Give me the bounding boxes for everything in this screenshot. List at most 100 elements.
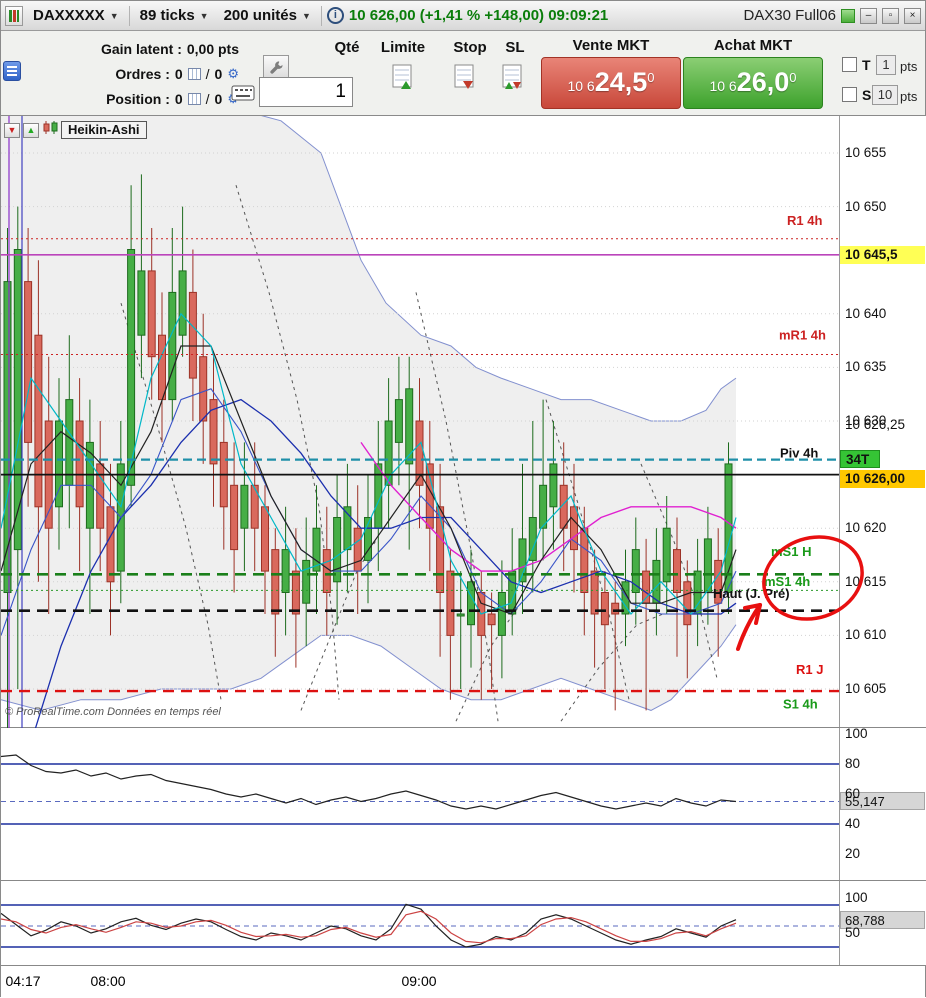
levels-layer [1,238,839,693]
axis-label: 10 635 [845,359,887,375]
order-panel: Gain latent : 0,00 pts Ordres : 0 / 0 ⚙ … [1,31,925,116]
axis-label: 10 630 [845,413,887,428]
stop-order-icon[interactable] [453,63,477,91]
svg-text:R1 4h: R1 4h [787,213,822,228]
portfolio-icon[interactable] [3,61,21,81]
axis-label: 10 626,00 [840,469,925,488]
axis-label: 60 [845,786,861,801]
gear-icon[interactable]: ⚙ [227,65,239,81]
axis-label: 10 626,25 [845,417,906,433]
axis-label: 10 650 [845,198,887,214]
settings-wrench-icon[interactable] [263,55,289,79]
svg-text:mR1 4h: mR1 4h [779,328,826,343]
order-list-icon[interactable] [187,67,201,80]
stop-label: S [862,87,872,103]
indicator1-axis[interactable]: 55,147 100 80 60 40 20 [839,726,926,880]
sell-price-prefix: 10 6 [567,78,595,94]
indicator1-plot[interactable] [1,728,839,881]
orders-count: 0 [174,65,183,82]
sell-market-button[interactable]: 10 6 24,5 0 [541,57,681,109]
orders-count-2: 0 [214,65,223,82]
sell-arrow-icon[interactable]: ▼ [4,122,20,138]
chevron-down-icon: ▼ [199,10,209,21]
axis-label: 40 [845,816,861,831]
instrument-chart-icon[interactable] [5,5,23,26]
limit-order-icon[interactable] [391,63,415,91]
stop-checkbox[interactable] [842,87,857,102]
sl-ticket-glyph [502,64,522,89]
axis-label: 34T [840,449,880,468]
separator [320,5,322,26]
axis-label: 10 620 [845,520,887,536]
gain-value: 0,00 pts [186,40,239,57]
target-value-box[interactable]: 1 [876,55,896,75]
timeframe-label: 89 ticks [139,7,195,24]
indicator-panel-2: 68,788 100 50 [1,881,926,966]
axis-label: 10 645,5 [840,245,925,264]
position-list-icon[interactable] [187,92,201,105]
orders-row: Ordres : 0 / 0 ⚙ [13,61,239,86]
axis-label: 100 [845,890,868,905]
stop-ticket-glyph [454,64,474,89]
indicator2-value-badge: 68,788 [840,910,925,929]
maximize-button[interactable]: ▫ [882,7,899,24]
time-axis-label: 09:00 [401,973,437,989]
axis-label: 50 [845,925,861,940]
timeframe-dropdown[interactable]: 89 ticks ▼ [135,5,214,26]
axis-label: 20 [845,846,861,861]
limit-ticket-glyph [392,64,412,89]
units-label: 200 unités [223,7,297,24]
buy-header: Achat MKT [713,37,793,54]
stoploss-order-icon[interactable] [501,63,525,91]
time-axis-label: 04:17 [5,973,41,989]
orders-label: Ordres : [115,65,170,82]
chevron-down-icon: ▼ [109,10,119,21]
svg-text:S1 4h: S1 4h [783,696,818,711]
sell-header: Vente MKT [572,37,650,54]
moving-averages-layer [1,312,737,728]
keyboard-glyph [231,85,255,101]
slash: / [205,65,210,82]
copyright-watermark: © ProRealTime.com Données en temps réel [5,706,221,718]
qty-header: Qté [334,39,360,56]
quote-text: 10 626,00 (+1,41 % +148,00) 09:09:21 [348,7,609,24]
sell-price-main: 24,5 [594,67,648,97]
separator [128,5,130,26]
axis-label: 10 605 [845,681,887,696]
buy-arrow-icon[interactable]: ▲ [23,122,39,138]
title-bar: DAXXXXX ▼ 89 ticks ▼ 200 unités ▼ i 10 6… [1,1,925,31]
stop-unit: pts [900,89,918,104]
target-unit: pts [900,59,918,74]
price-axis[interactable]: 10 655 10 650 10 640 10 635 10 630 10 620 10 6… [839,116,926,727]
minimize-button[interactable]: – [860,7,877,24]
indicator2-axis[interactable]: 68,788 100 50 [839,881,926,965]
sell-price-decimal: 0 [647,70,655,85]
instrument-dropdown[interactable]: DAXXXXX ▼ [28,5,124,26]
position-label: Position : [106,90,170,107]
target-checkbox[interactable] [842,57,857,72]
target-label: T [862,57,871,73]
quantity-input[interactable] [259,77,353,107]
axis-label: 10 655 [845,145,887,160]
svg-text:R1 J: R1 J [796,662,823,677]
buy-market-button[interactable]: 10 6 26,0 0 [683,57,823,109]
axis-label: 10 640 [845,305,887,321]
keyboard-icon[interactable] [231,85,255,104]
indicator2-plot[interactable] [1,881,839,966]
svg-text:mS1 H: mS1 H [771,544,811,559]
buy-price-prefix: 10 6 [709,78,737,94]
candlestick-icon [42,120,58,140]
info-icon[interactable]: i [326,7,344,24]
stop-value-box[interactable]: 10 [872,85,898,105]
axis-label: 10 610 [845,627,887,643]
account-stats: Gain latent : 0,00 pts Ordres : 0 / 0 ⚙ … [13,36,239,111]
time-axis[interactable]: 04:17 08:00 09:00 [1,966,925,998]
units-dropdown[interactable]: 200 unités ▼ [219,5,316,26]
close-button[interactable]: × [904,7,921,24]
chart-legend: ▼ ▲ Heikin-Ashi [4,120,147,140]
position-count-2: 0 [214,90,223,107]
buy-price-decimal: 0 [789,70,797,85]
